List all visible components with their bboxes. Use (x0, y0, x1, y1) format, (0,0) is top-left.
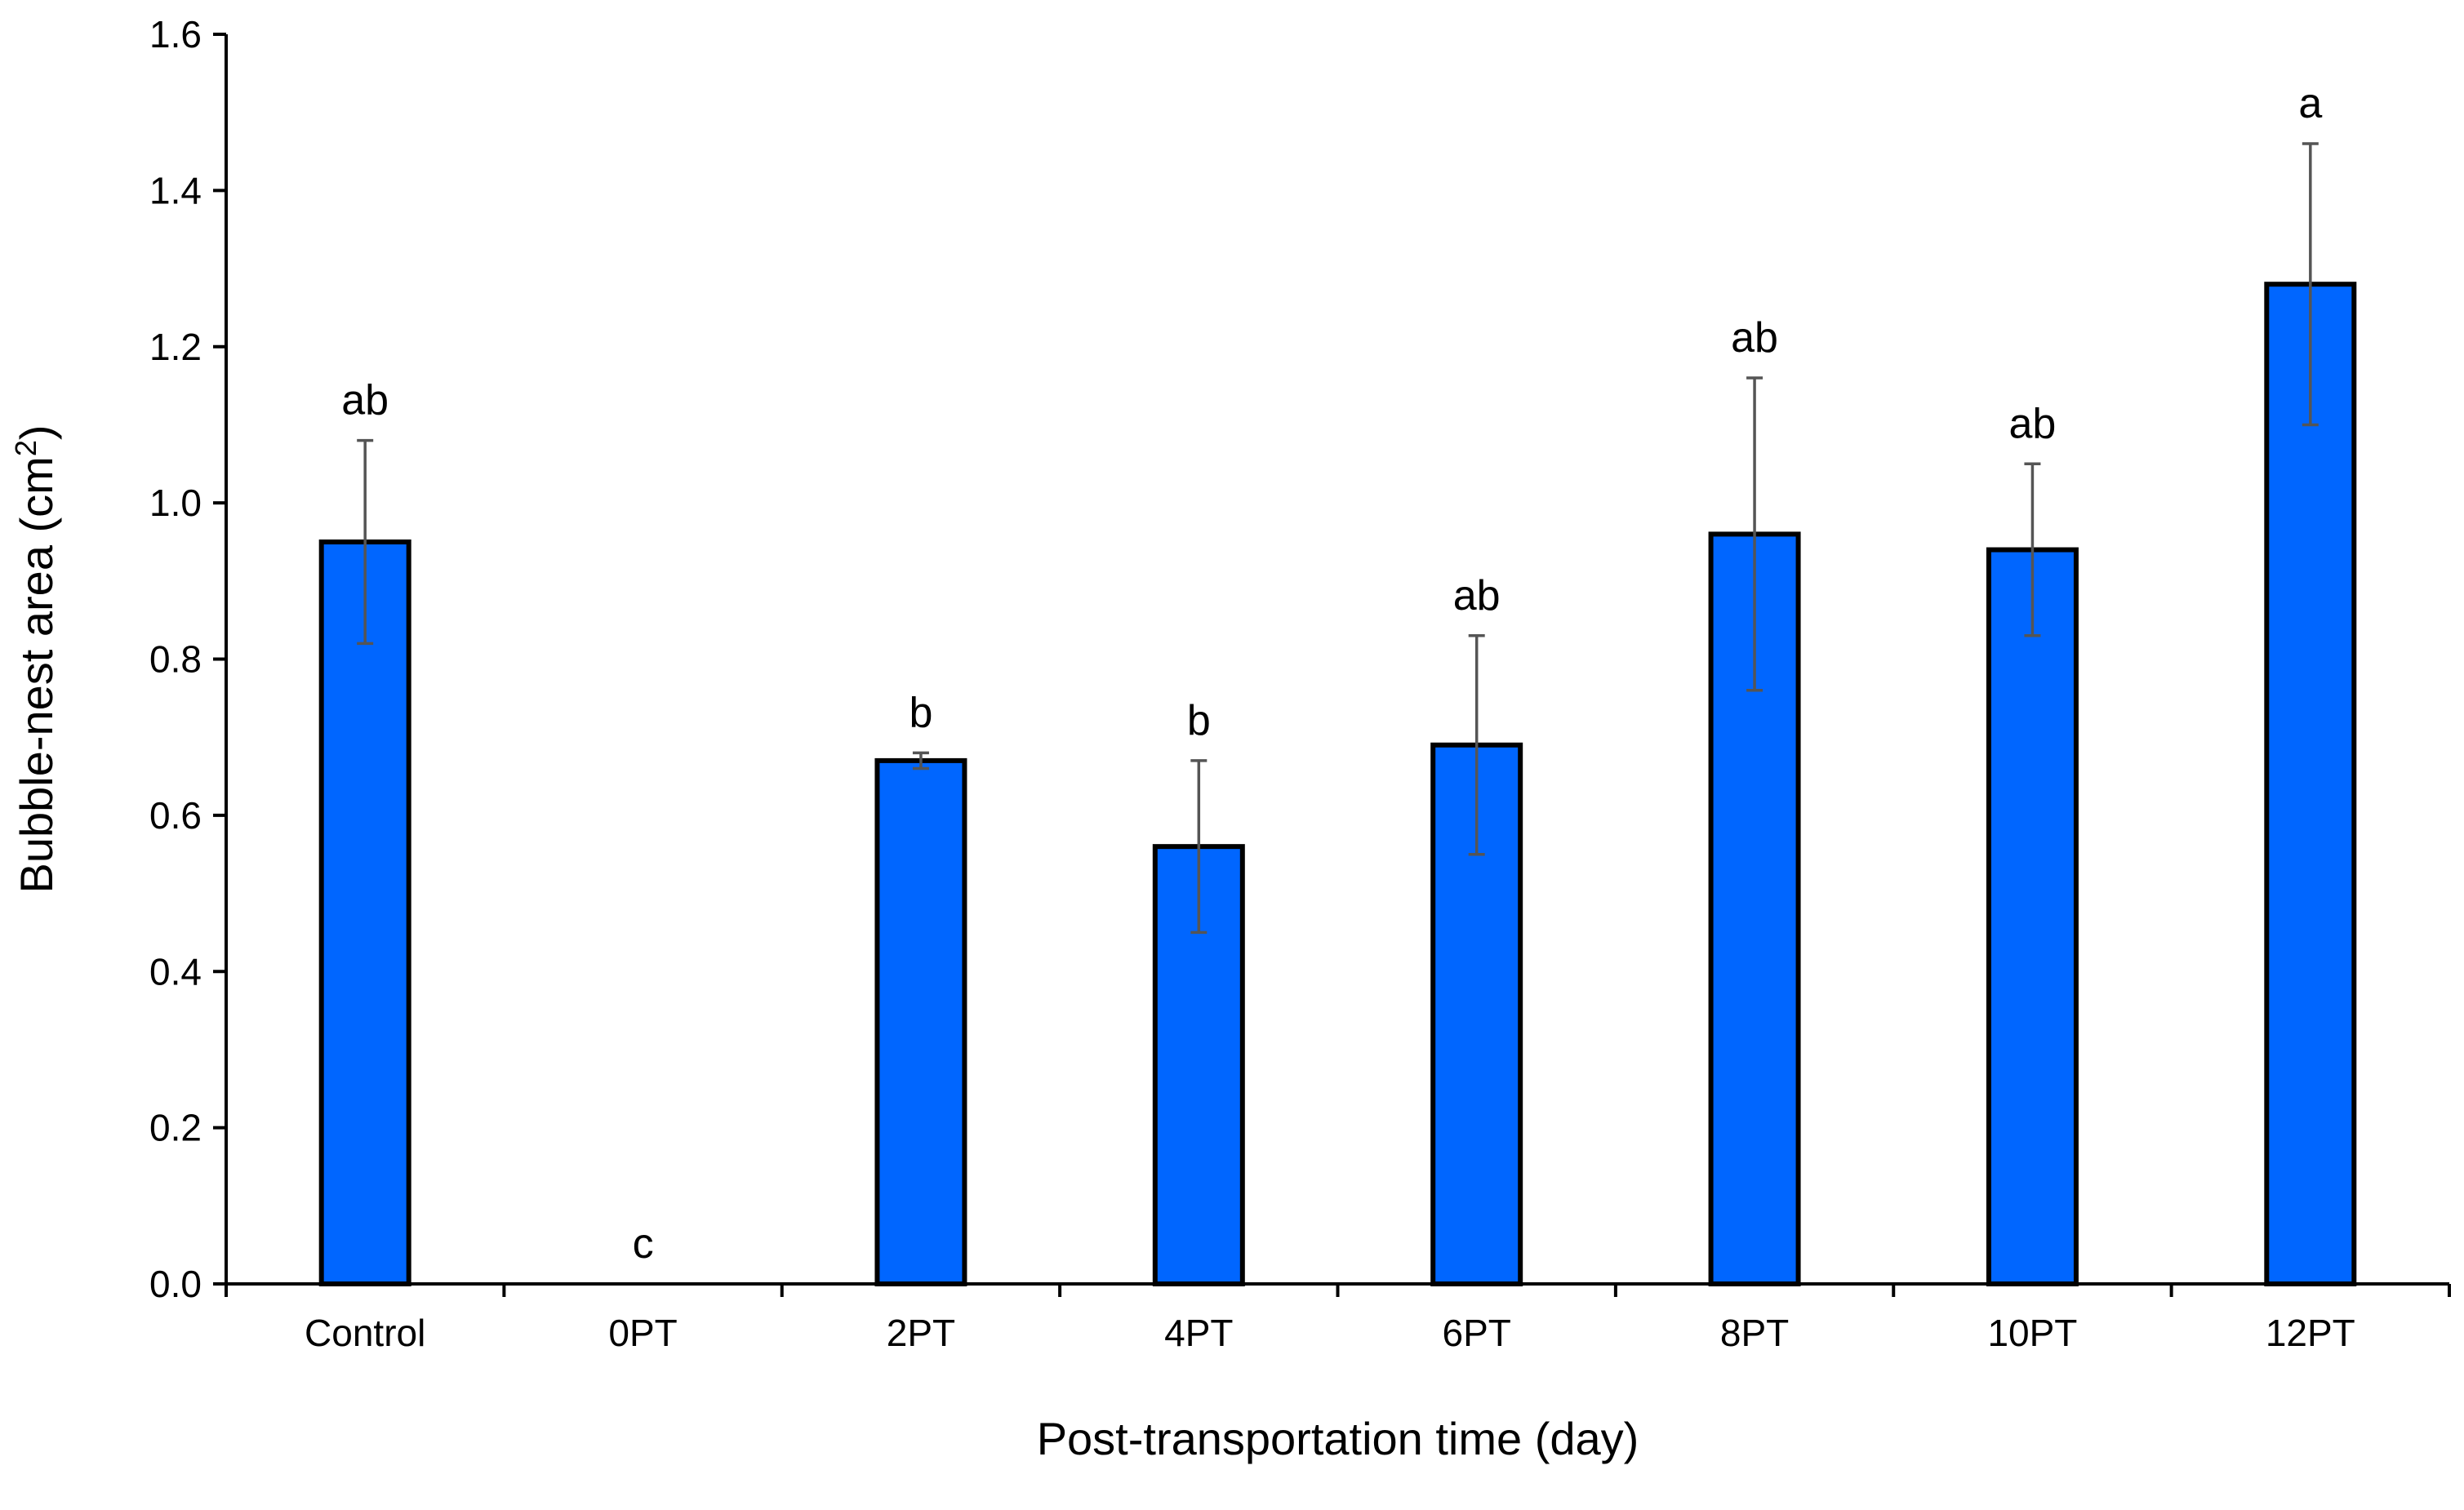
y-axis-title-end: ) (11, 424, 62, 440)
y-axis-title: Bubble-nest area (cm2) (9, 424, 63, 893)
error-bar-2pt (912, 751, 929, 771)
category-label-2pt: 2PT (887, 1312, 955, 1354)
x-axis-ticks (225, 1284, 2451, 1297)
error-bar-10pt (2024, 462, 2041, 637)
significance-labels: ab c b b ab ab ab a (341, 80, 2322, 1268)
x-axis-title: Post-transportation time (day) (1037, 1413, 1639, 1464)
error-bar-4pt (1190, 759, 1208, 935)
significance-label-6pt: ab (1453, 572, 1501, 620)
category-label-12pt: 12PT (2266, 1312, 2355, 1354)
significance-label-2pt: b (909, 689, 932, 736)
bar-control (318, 539, 411, 1286)
y-tick-label: 0.6 (149, 794, 202, 837)
category-label-control: Control (305, 1312, 425, 1354)
y-tick-label: 1.2 (149, 326, 202, 368)
bar-2pt (874, 757, 967, 1286)
category-label-10pt: 10PT (1987, 1312, 2077, 1354)
bar-12pt (2264, 282, 2357, 1287)
y-tick-label: 0.8 (149, 638, 202, 681)
y-tick-label: 0.2 (149, 1107, 202, 1149)
category-label-0pt: 0PT (608, 1312, 677, 1354)
y-axis-title-superscript: 2 (9, 440, 42, 456)
significance-label-12pt: a (2298, 80, 2322, 127)
error-bar-8pt (1746, 376, 1763, 692)
error-bar-12pt (2302, 142, 2319, 427)
y-tick-label: 1.6 (149, 13, 202, 56)
error-bar-6pt (1468, 634, 1485, 856)
category-label-6pt: 6PT (1443, 1312, 1511, 1354)
significance-label-4pt: b (1187, 697, 1211, 744)
category-label-4pt: 4PT (1164, 1312, 1233, 1354)
bars (318, 282, 2357, 1287)
category-label-8pt: 8PT (1720, 1312, 1789, 1354)
y-tick-label: 1.4 (149, 169, 202, 211)
y-tick-label: 0.4 (149, 950, 202, 993)
significance-label-8pt: ab (1731, 314, 1778, 362)
error-bar-control (357, 438, 374, 646)
y-tick-label: 0.0 (149, 1263, 202, 1305)
y-axis-ticks: 0.0 0.2 0.4 0.6 0.8 1.0 1.2 1.4 1.6 (149, 13, 226, 1305)
bar-10pt (1986, 547, 2079, 1286)
category-labels: Control 0PT 2PT 4PT 6PT 8PT 10PT 12PT (305, 1312, 2355, 1354)
significance-label-0pt: c (633, 1220, 654, 1268)
significance-label-control: ab (341, 377, 389, 424)
y-tick-label: 1.0 (149, 482, 202, 524)
y-axis-title-main: Bubble-nest area (cm (11, 456, 62, 893)
significance-label-10pt: ab (2009, 400, 2057, 447)
error-bars (357, 142, 2319, 935)
